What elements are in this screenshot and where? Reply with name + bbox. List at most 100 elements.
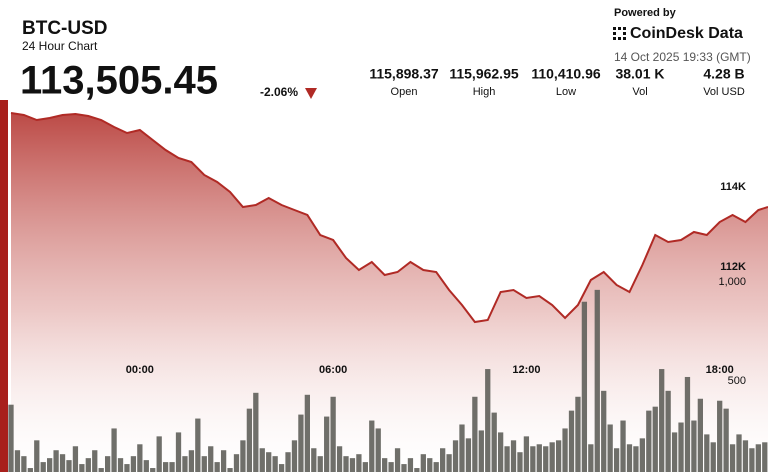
volume-bar xyxy=(594,289,600,472)
stat-label: High xyxy=(473,86,496,98)
volume-bar xyxy=(510,440,517,472)
volume-bar xyxy=(530,446,536,472)
volume-bar xyxy=(272,456,278,472)
price-line xyxy=(10,112,768,324)
x-tick-label: 18:00 xyxy=(706,364,734,376)
powered-by: Powered by xyxy=(614,7,677,19)
volume-bar xyxy=(646,410,652,472)
volume-bar xyxy=(639,438,646,472)
volume-bar xyxy=(220,450,227,472)
volume-bar xyxy=(266,452,272,472)
volume-bar xyxy=(317,456,323,472)
volume-bar xyxy=(330,396,336,472)
volume-bar xyxy=(723,408,729,472)
volume-bar xyxy=(575,396,581,472)
volume-bar xyxy=(736,434,742,472)
volume-bar xyxy=(440,448,446,472)
stat-value: 115,898.37 xyxy=(369,66,439,82)
price: 113,505.45 xyxy=(20,59,218,103)
volume-bar xyxy=(433,462,439,472)
volume-bar xyxy=(568,410,575,472)
volume-bar xyxy=(169,462,175,472)
volume-bar xyxy=(343,456,349,472)
volume-bar xyxy=(607,424,613,472)
volume-bar xyxy=(162,462,169,472)
volume-bar xyxy=(98,468,104,472)
volume-bar xyxy=(485,369,491,472)
volume-bar xyxy=(452,440,459,472)
volume-bar xyxy=(356,454,362,472)
volume-bar xyxy=(117,458,124,472)
stat-value: 4.28 B xyxy=(703,66,744,82)
down-arrow xyxy=(305,88,317,99)
brand-logo xyxy=(613,27,626,40)
volume-bar xyxy=(555,440,562,472)
y2-tick-label: 1,000 xyxy=(718,276,746,288)
volume-bar xyxy=(201,456,207,472)
volume-bar xyxy=(633,446,639,472)
volume-bar xyxy=(240,440,246,472)
volume-bar xyxy=(14,450,21,472)
volume-bar xyxy=(85,458,91,472)
volume-bar xyxy=(388,462,394,472)
volume-bar xyxy=(465,438,472,472)
volume-bar xyxy=(472,396,478,472)
volume-bar xyxy=(562,428,568,472)
volume-bar xyxy=(130,456,137,472)
volume-bar xyxy=(755,444,761,472)
stat-label: Vol xyxy=(632,86,647,98)
volume-bar xyxy=(21,456,27,472)
volume-bar xyxy=(729,444,736,472)
volume-bar xyxy=(40,462,46,472)
timestamp: 14 Oct 2025 19:33 (GMT) xyxy=(614,50,751,64)
volume-bar xyxy=(543,446,549,472)
volume-bar xyxy=(626,444,633,472)
volume-bar xyxy=(659,369,665,472)
y2-tick-label: 500 xyxy=(728,375,746,387)
volume-bar xyxy=(208,446,214,472)
volume-bar xyxy=(517,452,523,472)
stats: 115,898.37 Open 115,962.95 High 110,410.96 Lo… xyxy=(369,66,744,98)
x-tick-label: 00:00 xyxy=(126,364,154,376)
volume-bar xyxy=(79,464,85,472)
volume-bar xyxy=(710,442,716,472)
volume-bar xyxy=(336,446,343,472)
x-tick-label: 12:00 xyxy=(512,364,540,376)
volume-bar xyxy=(762,442,768,472)
volume-bar xyxy=(182,456,188,472)
stat-value: 115,962.95 xyxy=(449,66,519,82)
stat-value: 38.01 K xyxy=(615,66,664,82)
volume-bar xyxy=(188,450,195,472)
volume-bar xyxy=(233,454,240,472)
volume-bar xyxy=(407,458,414,472)
volume-bar xyxy=(491,412,497,472)
volume-bar xyxy=(601,390,607,472)
stat-label: Open xyxy=(391,86,418,98)
volume-bar xyxy=(285,452,291,472)
volume-bar xyxy=(684,376,691,472)
volume-bar xyxy=(697,398,703,472)
y-tick-label: 112K xyxy=(720,261,746,273)
volume-bar xyxy=(72,446,79,472)
volume-bar xyxy=(549,442,555,472)
stat-label: Low xyxy=(556,86,576,98)
volume-bar xyxy=(156,436,162,472)
volume-bar xyxy=(369,420,375,472)
volume-bar xyxy=(717,400,723,472)
volume-bar xyxy=(536,444,542,472)
volume-bar xyxy=(742,440,749,472)
volume-bar xyxy=(652,406,658,472)
volume-bar xyxy=(749,448,755,472)
volume-bar xyxy=(588,444,594,472)
volume-bar xyxy=(311,448,317,472)
price-area xyxy=(11,113,768,472)
volume-bar xyxy=(504,446,510,472)
volume-bar xyxy=(678,422,684,472)
subtitle: 24 Hour Chart xyxy=(22,39,98,53)
volume-bar xyxy=(253,392,259,472)
volume-bar xyxy=(59,454,66,472)
volume-bar xyxy=(523,436,530,472)
volume-bar xyxy=(175,432,182,472)
